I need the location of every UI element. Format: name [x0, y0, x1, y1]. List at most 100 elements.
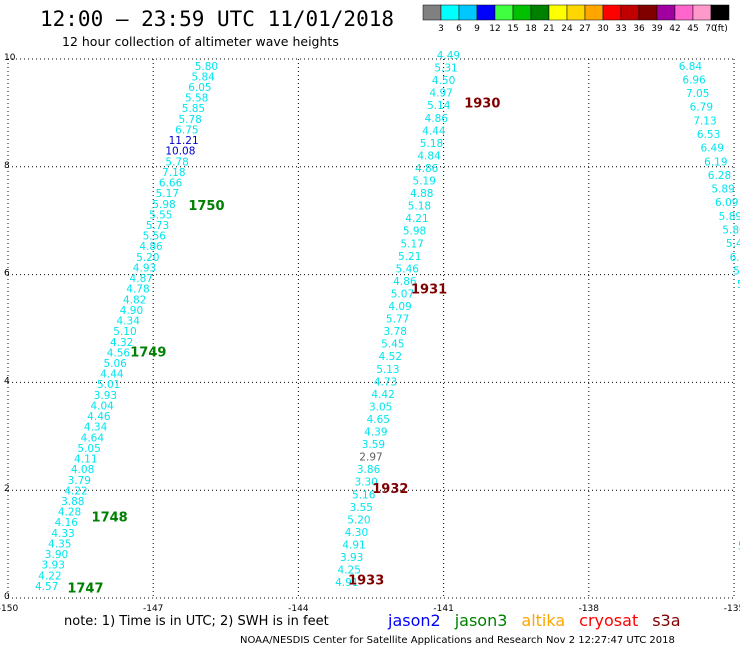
wave-height-value: 4.91 [342, 539, 365, 551]
wave-height-value: 5.89 [719, 211, 740, 223]
colorbar-swatch [458, 4, 478, 21]
wave-height-value: 4.11 [74, 454, 97, 466]
footnote: note: 1) Time is in UTC; 2) SWH is in fe… [64, 614, 329, 629]
wave-height-value: 4.34 [84, 422, 108, 434]
wave-height-value: 6.28 [708, 170, 731, 182]
x-tick-label: -141 [433, 604, 453, 614]
wave-height-value: 3.79 [68, 475, 91, 487]
x-tick-label: -150 [0, 604, 18, 614]
wave-height-value: 6.75 [175, 124, 198, 136]
wave-height-value: 5.45 [381, 339, 404, 351]
time-label: 1747 [67, 582, 103, 597]
wave-height-value: 5.77 [386, 314, 409, 326]
credit-line: NOAA/NESDIS Center for Satellite Applica… [240, 635, 675, 646]
y-tick-label: 0 [4, 592, 10, 602]
wave-height-value: 3.30 [354, 477, 377, 489]
time-label: 1932 [372, 482, 408, 497]
wave-height-value: 4.44 [100, 369, 124, 381]
wave-height-value: 5.01 [97, 379, 120, 391]
wave-height-points: 4.574.223.933.904.354.334.164.283.884.22… [35, 50, 740, 593]
colorbar-swatch [440, 4, 460, 21]
wave-height-value: 6.19 [704, 156, 727, 168]
wave-height-value: 4.09 [388, 301, 411, 313]
wave-height-value: 3.93 [94, 390, 117, 402]
time-label: 1749 [130, 346, 166, 361]
wave-height-value: 4.33 [51, 528, 74, 540]
wave-height-value: 5.21 [398, 251, 421, 263]
wave-height-value: 5.18 [420, 138, 443, 150]
wave-height-value: 4.52 [379, 351, 402, 363]
wave-height-value: 4.34 [117, 316, 141, 328]
wave-height-value: 4.04 [90, 400, 114, 412]
colorbar-swatch [566, 4, 586, 21]
wave-height-value: 5.80 [737, 279, 740, 291]
wave-height-value: 6.96 [682, 74, 706, 86]
wave-height-value: 4.32 [110, 337, 133, 349]
wave-height-value: 4.86 [425, 113, 449, 125]
y-tick-label: 2 [4, 484, 10, 494]
wave-height-value: 4.57 [35, 581, 58, 593]
colorbar-swatch [602, 4, 622, 21]
wave-height-value: 5.84 [191, 71, 215, 83]
y-tick-label: 6 [4, 269, 10, 279]
wave-height-value: 6.49 [701, 143, 724, 155]
legend-s3a: s3a [652, 611, 680, 630]
wave-height-value: 6.09 [715, 197, 738, 209]
x-tick-label: -144 [288, 604, 309, 614]
colorbar-swatch [476, 4, 496, 21]
plot-grid [7, 58, 735, 599]
wave-height-value: 5.98 [152, 199, 175, 211]
wave-height-value: 7.18 [162, 167, 185, 179]
wave-height-value: 5.05 [77, 443, 100, 455]
wave-height-value: 4.64 [81, 432, 105, 444]
wave-height-value: 5.98 [403, 226, 426, 238]
axis-ticks: -150 -147 -144 -141 -138 -135 0 2 4 6 8 10 [0, 53, 740, 614]
colorbar-label: 70 [705, 24, 717, 34]
wave-height-value: 5.80 [722, 225, 740, 237]
wave-height-value: 4.50 [432, 75, 455, 87]
wave-height-value: 4.78 [126, 284, 149, 296]
wave-height-value: 5.20 [347, 514, 370, 526]
wave-height-value: 4.86 [139, 241, 163, 253]
time-label: 1930 [464, 97, 500, 112]
wave-height-value: 4.44 [422, 125, 446, 137]
colorbar-label: 27 [579, 24, 590, 34]
wave-height-value: 4.56 [107, 347, 131, 359]
wave-height-value: 3.88 [61, 496, 84, 508]
colorbar-label: 15 [507, 24, 518, 34]
chart-subtitle: 12 hour collection of altimeter wave hei… [62, 34, 339, 49]
wave-height-value: 5.06 [103, 358, 127, 370]
wave-height-value: 5.16 [352, 489, 376, 501]
wave-height-value: 5.10 [113, 326, 136, 338]
wave-height-value: 4.65 [367, 414, 390, 426]
wave-height-value: 6.66 [159, 178, 183, 190]
colorbar-swatch [422, 4, 442, 21]
track-time-labels: 1747 1748 1749 1750 1930 1931 1932 1933 [67, 97, 500, 597]
colorbar-legend: 3 6 9 12 15 18 21 24 27 30 33 36 39 42 45 70(ft) [422, 4, 730, 34]
wave-height-value: 3.90 [45, 549, 68, 561]
wave-height-value: 6.84 [679, 61, 703, 73]
wave-height-value: 4.90 [120, 305, 143, 317]
wave-height-value: 2.97 [359, 452, 382, 464]
wave-height-value: 6.53 [697, 129, 720, 141]
wave-height-value: 3.93 [340, 552, 363, 564]
wave-height-value: 4.87 [130, 273, 153, 285]
wave-height-value: 5.20 [136, 252, 159, 264]
time-label: 1750 [188, 199, 224, 214]
wave-height-value: 5.55 [149, 209, 172, 221]
colorbar-swatch [548, 4, 568, 21]
colorbar-label: 12 [489, 24, 500, 34]
x-tick-label: -147 [143, 604, 163, 614]
wave-height-value: 4.84 [417, 150, 441, 162]
wave-height-value: 5.46 [396, 263, 420, 275]
y-tick-label: 8 [4, 161, 10, 171]
colorbar-swatch [530, 4, 550, 21]
legend-altika: altika [521, 611, 565, 630]
x-tick-label: -135 [724, 604, 740, 614]
wave-height-value: 6.05 [188, 82, 211, 94]
colorbar-label: 45 [687, 24, 698, 34]
colorbar-swatch [584, 4, 604, 21]
colorbar-label: 30 [597, 24, 609, 34]
colorbar-swatch [512, 4, 532, 21]
